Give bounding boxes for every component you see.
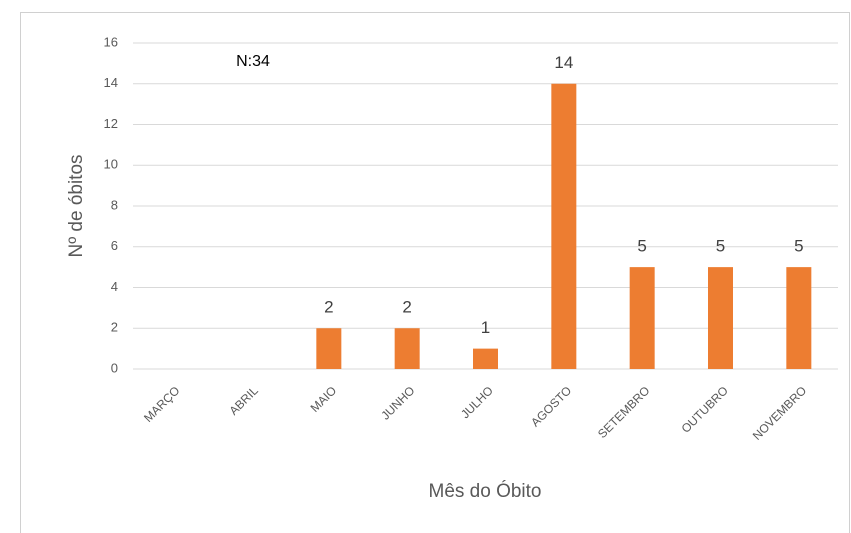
x-tick-label: MARÇO (141, 383, 182, 424)
y-tick-label: 10 (104, 157, 118, 172)
bar (473, 348, 498, 369)
x-tick-label: MAIO (308, 383, 340, 415)
data-label: 2 (324, 298, 333, 317)
y-tick-label: 0 (111, 360, 118, 375)
chart-frame (20, 12, 850, 533)
x-tick-label: OUTUBRO (679, 383, 731, 435)
x-tick-label: NOVEMBRO (750, 383, 809, 442)
bar (629, 267, 655, 369)
x-tick-label: ABRIL (226, 383, 261, 418)
y-tick-label: 12 (104, 116, 118, 131)
annotation: N:34 (236, 53, 270, 70)
bar (786, 267, 812, 369)
data-label: 2 (402, 298, 411, 317)
x-tick-label: AGOSTO (528, 383, 574, 429)
y-axis-title: Nº de óbitos (66, 154, 87, 257)
bar (708, 267, 733, 369)
bar (394, 328, 420, 369)
x-axis-title: Mês do Óbito (429, 480, 542, 502)
y-tick-label: 16 (104, 34, 118, 49)
data-label: 1 (481, 318, 490, 337)
y-tick-label: 8 (111, 197, 118, 212)
y-tick-label: 6 (111, 238, 118, 253)
x-tick-label: SETEMBRO (595, 383, 653, 441)
data-label: 5 (716, 237, 725, 256)
data-label: 14 (554, 53, 573, 72)
x-tick-label: JULHO (458, 383, 496, 421)
data-label: 5 (637, 237, 646, 256)
y-tick-label: 4 (111, 279, 118, 294)
x-tick-label: JUNHO (378, 383, 417, 422)
y-tick-label: 14 (104, 75, 118, 90)
data-label: 5 (794, 237, 803, 256)
bar (551, 83, 577, 369)
bar (316, 328, 342, 369)
y-tick-label: 2 (111, 320, 118, 335)
